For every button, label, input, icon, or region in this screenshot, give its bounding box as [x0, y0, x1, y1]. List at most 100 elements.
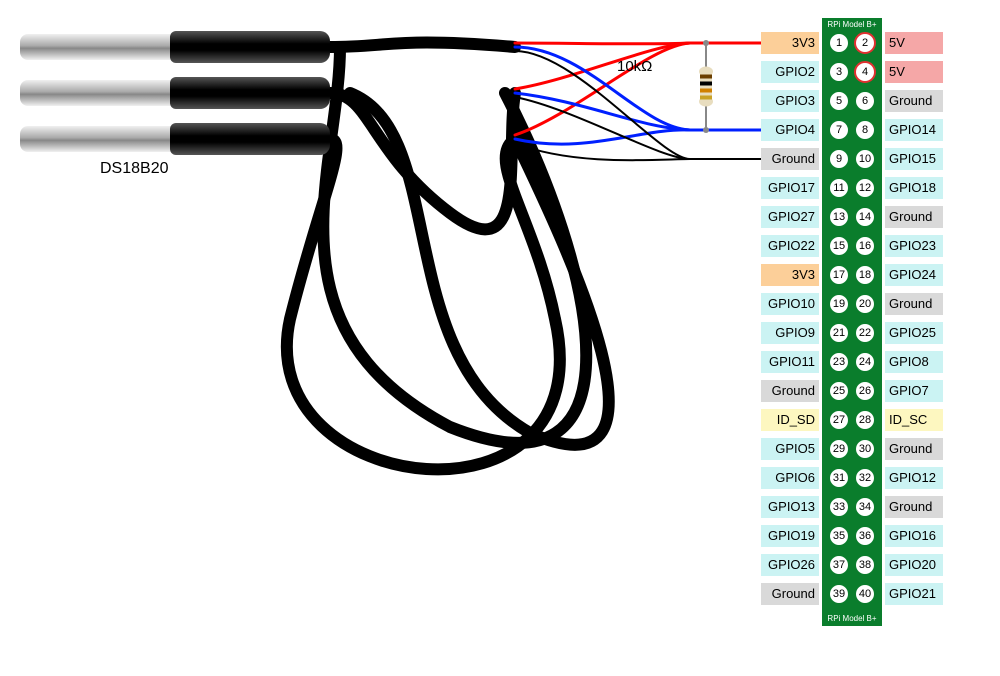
pin-label-21: GPIO9: [761, 322, 819, 344]
pin-30: 30: [854, 438, 876, 460]
pin-label-26: GPIO7: [885, 380, 943, 402]
sensor-tip-2: [20, 126, 170, 152]
resistor-band-3: [700, 96, 712, 100]
resistor-band-2: [700, 89, 712, 93]
pcb-label-bottom: RPi Model B+: [822, 614, 882, 623]
pin-label-16: GPIO23: [885, 235, 943, 257]
pin-label-36: GPIO16: [885, 525, 943, 547]
pin-label-5: GPIO3: [761, 90, 819, 112]
pin-label-3: GPIO2: [761, 61, 819, 83]
pin-27: 27: [828, 409, 850, 431]
diagram-stage: RPi Model B+RPi Model B+13V325V3GPIO245V…: [0, 0, 1000, 676]
pin-25: 25: [828, 380, 850, 402]
pin-6: 6: [854, 90, 876, 112]
pin-label-29: GPIO5: [761, 438, 819, 460]
pin-22: 22: [854, 322, 876, 344]
pin-35: 35: [828, 525, 850, 547]
resistor-band-1: [700, 82, 712, 86]
pin-label-37: GPIO26: [761, 554, 819, 576]
pin-4: 4: [854, 61, 876, 83]
pin-label-34: Ground: [885, 496, 943, 518]
pin-37: 37: [828, 554, 850, 576]
resistor-joint-0: [703, 40, 709, 46]
pin-label-39: Ground: [761, 583, 819, 605]
pin-label-10: GPIO15: [885, 148, 943, 170]
pin-2: 2: [854, 32, 876, 54]
wire-data-2: [515, 130, 690, 144]
pin-9: 9: [828, 148, 850, 170]
resistor-label: 10kΩ: [617, 58, 652, 75]
pin-label-6: Ground: [885, 90, 943, 112]
pin-label-28: ID_SC: [885, 409, 943, 431]
pin-label-12: GPIO18: [885, 177, 943, 199]
sensor-body-0: [170, 31, 330, 63]
pin-26: 26: [854, 380, 876, 402]
pin-12: 12: [854, 177, 876, 199]
pin-label-18: GPIO24: [885, 264, 943, 286]
pin-16: 16: [854, 235, 876, 257]
sensor-tip-1: [20, 80, 170, 106]
pin-15: 15: [828, 235, 850, 257]
pin-3: 3: [828, 61, 850, 83]
pin-label-15: GPIO22: [761, 235, 819, 257]
pin-14: 14: [854, 206, 876, 228]
pin-label-8: GPIO14: [885, 119, 943, 141]
pin-label-40: GPIO21: [885, 583, 943, 605]
pin-label-19: GPIO10: [761, 293, 819, 315]
pin-13: 13: [828, 206, 850, 228]
pin-19: 19: [828, 293, 850, 315]
pin-label-33: GPIO13: [761, 496, 819, 518]
pin-label-1: 3V3: [761, 32, 819, 54]
pin-label-17: 3V3: [761, 264, 819, 286]
sensor-tip-0: [20, 34, 170, 60]
pin-18: 18: [854, 264, 876, 286]
pin-32: 32: [854, 467, 876, 489]
pin-5: 5: [828, 90, 850, 112]
cable-0: [330, 43, 515, 47]
pin-21: 21: [828, 322, 850, 344]
pin-40: 40: [854, 583, 876, 605]
pin-label-25: Ground: [761, 380, 819, 402]
pcb-label-top: RPi Model B+: [822, 20, 882, 29]
pin-7: 7: [828, 119, 850, 141]
pin-23: 23: [828, 351, 850, 373]
pin-label-32: GPIO12: [885, 467, 943, 489]
pin-label-7: GPIO4: [761, 119, 819, 141]
pin-11: 11: [828, 177, 850, 199]
pin-17: 17: [828, 264, 850, 286]
pin-label-22: GPIO25: [885, 322, 943, 344]
sensor-body-1: [170, 77, 330, 109]
pin-36: 36: [854, 525, 876, 547]
pin-8: 8: [854, 119, 876, 141]
pin-10: 10: [854, 148, 876, 170]
pin-33: 33: [828, 496, 850, 518]
pin-31: 31: [828, 467, 850, 489]
resistor-joint-1: [703, 127, 709, 133]
pin-20: 20: [854, 293, 876, 315]
pin-label-30: Ground: [885, 438, 943, 460]
pin-34: 34: [854, 496, 876, 518]
wire-vcc-0: [515, 43, 690, 44]
pin-label-31: GPIO6: [761, 467, 819, 489]
sensors-label: DS18B20: [100, 160, 169, 178]
pin-label-4: 5V: [885, 61, 943, 83]
pin-28: 28: [854, 409, 876, 431]
pin-label-35: GPIO19: [761, 525, 819, 547]
pin-label-23: GPIO11: [761, 351, 819, 373]
pin-label-20: Ground: [885, 293, 943, 315]
pin-1: 1: [828, 32, 850, 54]
sensor-body-2: [170, 123, 330, 155]
pin-29: 29: [828, 438, 850, 460]
pin-label-14: Ground: [885, 206, 943, 228]
pin-38: 38: [854, 554, 876, 576]
pin-24: 24: [854, 351, 876, 373]
pin-label-2: 5V: [885, 32, 943, 54]
pin-label-38: GPIO20: [885, 554, 943, 576]
pin-label-11: GPIO17: [761, 177, 819, 199]
pin-label-9: Ground: [761, 148, 819, 170]
pin-label-27: ID_SD: [761, 409, 819, 431]
pin-label-24: GPIO8: [885, 351, 943, 373]
pin-39: 39: [828, 583, 850, 605]
resistor-body-g: [699, 67, 713, 107]
pin-label-13: GPIO27: [761, 206, 819, 228]
